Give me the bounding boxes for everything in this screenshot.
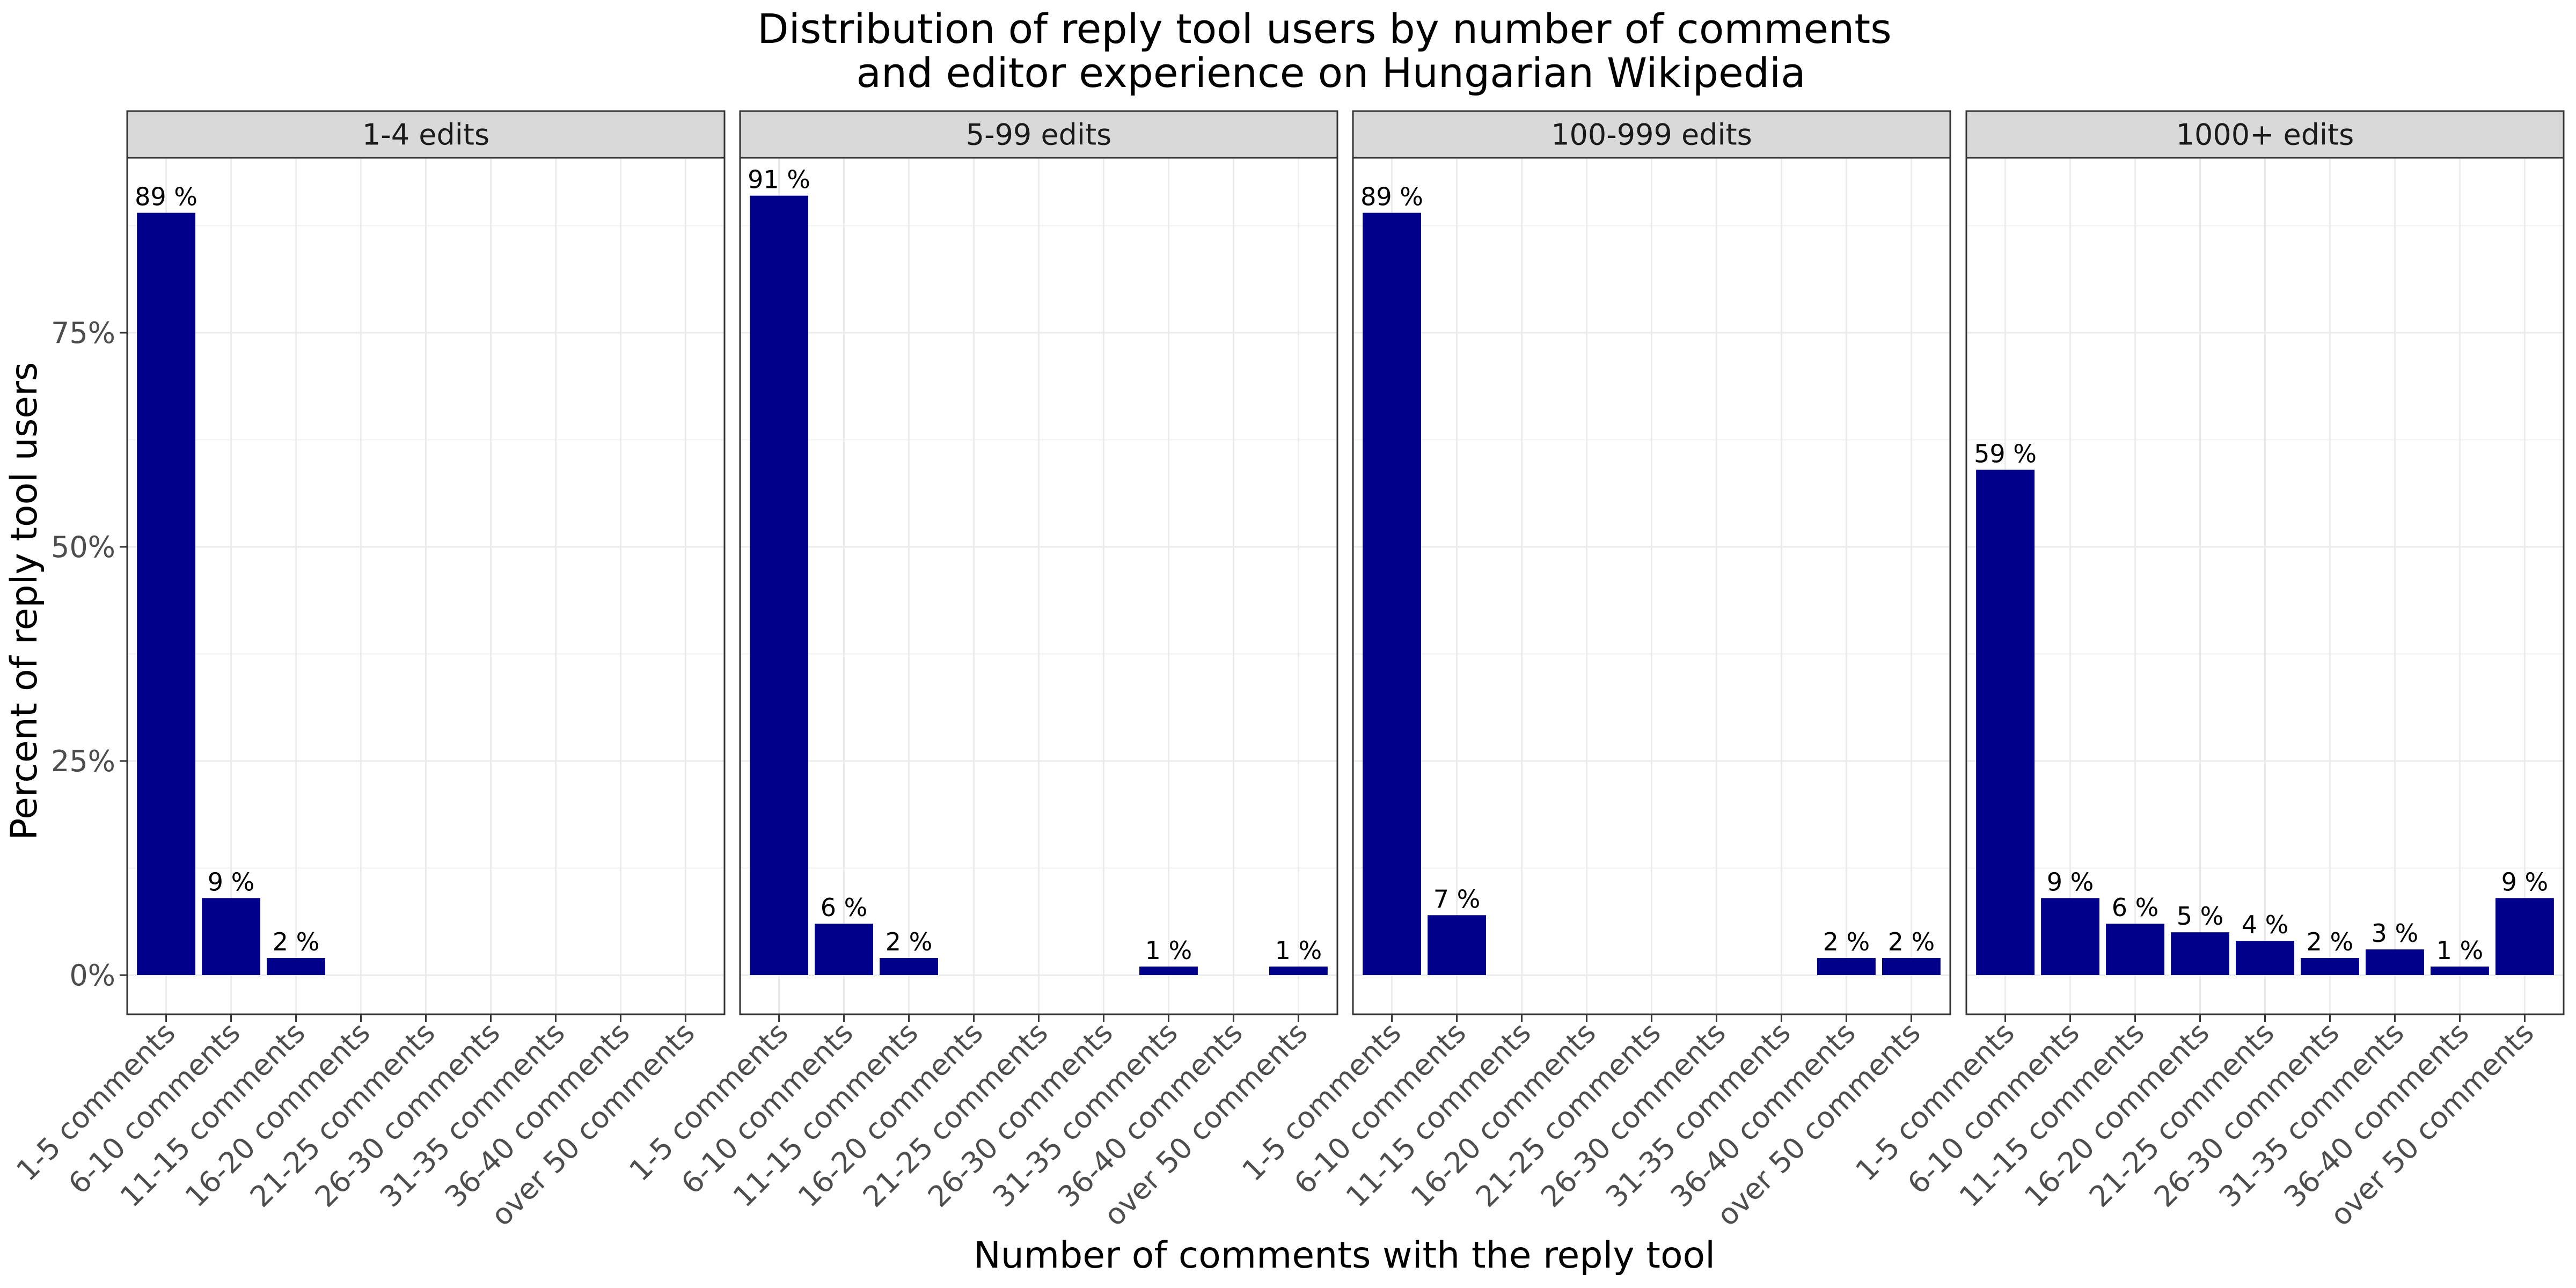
data-label: 1 % — [1275, 936, 1322, 965]
data-label: 2 % — [1823, 927, 1870, 956]
data-label: 59 % — [1974, 439, 2037, 468]
facet-strip-label: 1000+ edits — [2176, 118, 2354, 152]
data-label: 7 % — [1433, 884, 1481, 913]
bar — [2171, 932, 2229, 975]
y-tick-label: 75% — [51, 316, 115, 350]
y-tick-label: 0% — [69, 958, 115, 992]
bar — [2106, 924, 2164, 975]
data-label: 2 % — [1888, 927, 1935, 956]
facet-strip-label: 100-999 edits — [1551, 118, 1752, 152]
x-axis-title: Number of comments with the reply tool — [974, 1234, 1715, 1277]
bar — [1428, 915, 1487, 975]
y-axis: 0% 25% 50% 75% — [51, 316, 127, 992]
bar — [2366, 949, 2424, 975]
data-label: 9 % — [208, 867, 255, 896]
bar — [1363, 213, 1422, 975]
data-label: 6 % — [2112, 893, 2159, 922]
data-label: 1 % — [1145, 936, 1192, 965]
bar — [2301, 958, 2359, 975]
facet-strip — [1965, 110, 2565, 159]
data-label: 3 % — [2372, 919, 2419, 948]
facet-strip-label: 1-4 edits — [362, 118, 489, 152]
data-label: 91 % — [748, 165, 810, 194]
bar — [1269, 967, 1328, 975]
data-label: 5 % — [2177, 902, 2224, 931]
data-label: 1 % — [2436, 936, 2484, 965]
bar — [1139, 967, 1198, 975]
data-label: 2 % — [273, 927, 320, 956]
y-tick-label: 50% — [51, 530, 115, 564]
facet-strip-label: 5-99 edits — [966, 118, 1112, 152]
data-label: 89 % — [1360, 182, 1423, 211]
data-label: 2 % — [885, 927, 933, 956]
data-label: 2 % — [2307, 927, 2354, 956]
bar — [1882, 958, 1941, 975]
bar — [880, 958, 938, 975]
data-label: 4 % — [2242, 910, 2289, 939]
facet-strip — [126, 110, 726, 159]
bar — [2041, 898, 2100, 975]
bar — [137, 213, 196, 975]
bar — [2495, 898, 2554, 975]
y-axis-title: Percent of reply tool users — [3, 362, 46, 840]
bar — [815, 924, 874, 975]
y-tick-label: 25% — [51, 744, 115, 778]
bar — [2236, 941, 2294, 975]
data-label: 89 % — [135, 182, 197, 211]
facet-panel: 59 %9 %6 % 5 % 4 %2 % 3 %1 %9 %1000+ edits1… — [1849, 110, 2565, 1233]
facet-strip — [1352, 110, 1951, 159]
bar — [750, 195, 809, 975]
chart-title: Distribution of reply tool users by numb… — [757, 5, 1905, 97]
bar — [2430, 967, 2489, 975]
data-label: 6 % — [821, 893, 868, 922]
bar — [1976, 470, 2035, 975]
bar — [202, 898, 261, 975]
chart-title-line-1: Distribution of reply tool users by numb… — [757, 5, 1892, 53]
data-label: 9 % — [2501, 867, 2549, 896]
data-label: 9 % — [2047, 867, 2094, 896]
facet-strip — [739, 110, 1338, 159]
bar — [1817, 958, 1876, 975]
bar — [267, 958, 325, 975]
chart-title-line-2: and editor experience on Hungarian Wikip… — [856, 49, 1805, 97]
